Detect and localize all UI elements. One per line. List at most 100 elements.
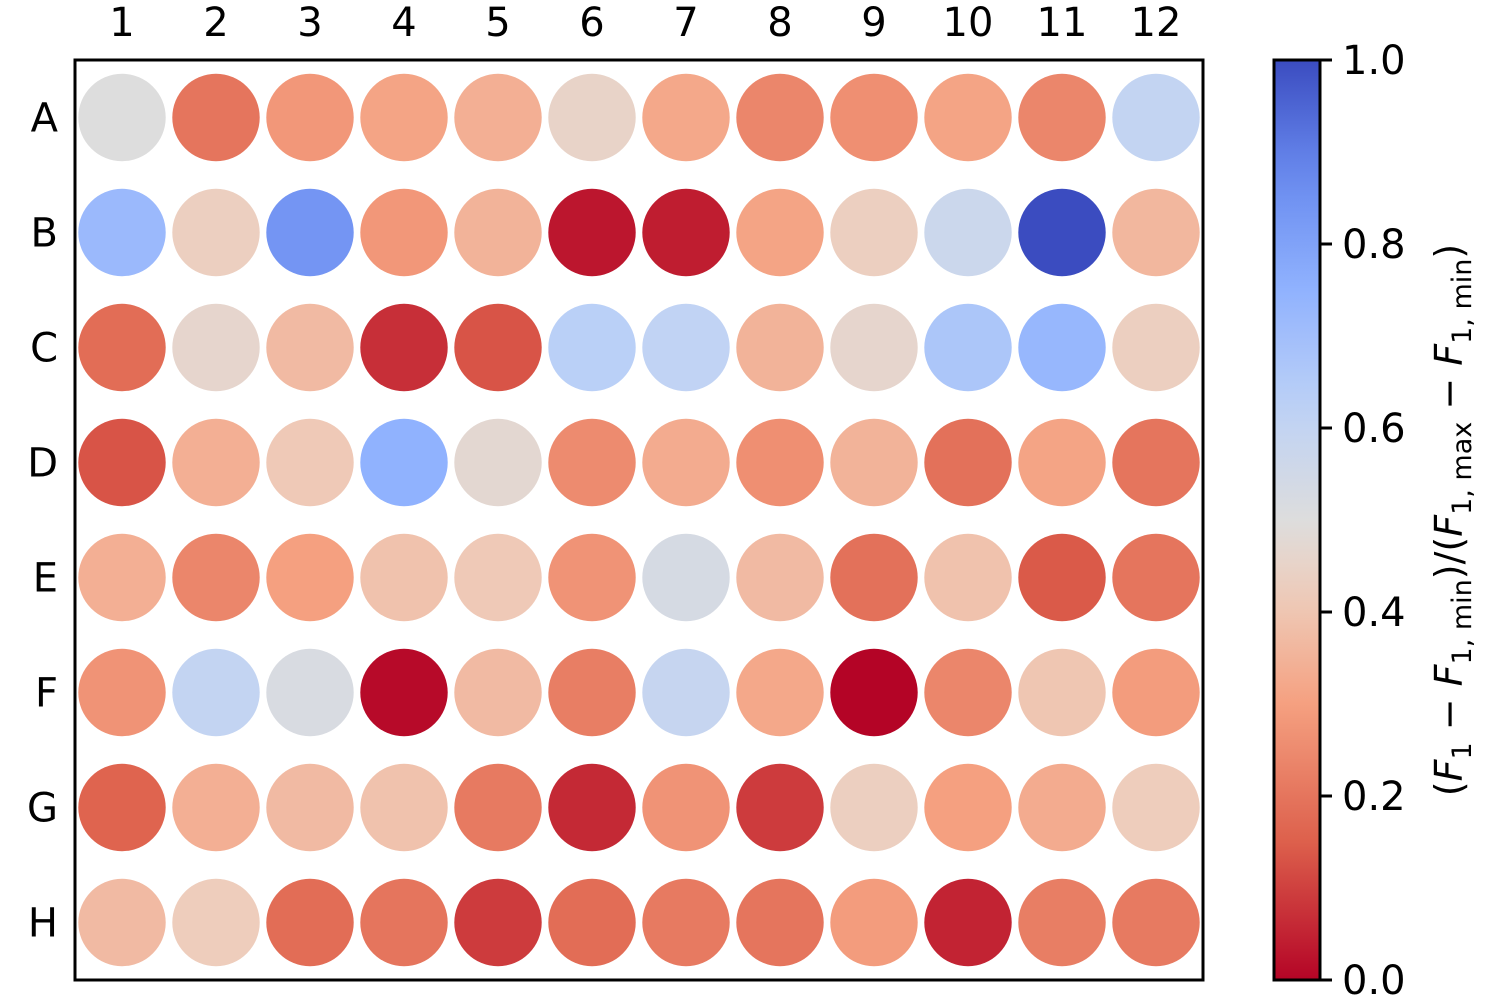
well-A7 <box>642 73 730 162</box>
well-B2 <box>172 188 260 277</box>
well-G12 <box>1112 763 1200 852</box>
well-G6 <box>548 763 636 852</box>
column-label-1: 1 <box>109 0 134 46</box>
colorbar <box>1274 60 1320 980</box>
well-E7 <box>642 533 730 622</box>
well-H12 <box>1112 878 1200 967</box>
well-D9 <box>830 418 918 507</box>
colorbar-label: (F1 − F1, min)/(F1, max − F1, min) <box>1427 244 1478 796</box>
column-label-3: 3 <box>297 0 322 46</box>
colorbar-tick-label: 0.6 <box>1342 406 1406 452</box>
well-D6 <box>548 418 636 507</box>
well-E3 <box>266 533 354 622</box>
column-tick-labels: 1 2 3 4 5 6 7 8 9 10 11 12 <box>109 0 1181 46</box>
well-H6 <box>548 878 636 967</box>
well-B11 <box>1018 188 1106 277</box>
well-F10 <box>924 648 1012 737</box>
well-G2 <box>172 763 260 852</box>
well-E2 <box>172 533 260 622</box>
colorbar-tick-label: 1.0 <box>1342 38 1406 84</box>
well-A10 <box>924 73 1012 162</box>
well-G5 <box>454 763 542 852</box>
well-F12 <box>1112 648 1200 737</box>
well-A3 <box>266 73 354 162</box>
well-D2 <box>172 418 260 507</box>
well-D8 <box>736 418 824 507</box>
well-B12 <box>1112 188 1200 277</box>
well-H7 <box>642 878 730 967</box>
well-F9 <box>830 648 918 737</box>
well-C9 <box>830 303 918 392</box>
well-D3 <box>266 418 354 507</box>
well-D11 <box>1018 418 1106 507</box>
column-label-10: 10 <box>943 0 994 46</box>
well-B1 <box>78 188 166 277</box>
well-B7 <box>642 188 730 277</box>
column-label-9: 9 <box>861 0 886 46</box>
well-C7 <box>642 303 730 392</box>
well-F8 <box>736 648 824 737</box>
well-F2 <box>172 648 260 737</box>
well-B8 <box>736 188 824 277</box>
row-label-G: G <box>27 786 58 832</box>
well-H11 <box>1018 878 1106 967</box>
well-F4 <box>360 648 448 737</box>
well-A9 <box>830 73 918 162</box>
colorbar-frame <box>1272 58 1322 982</box>
well-B9 <box>830 188 918 277</box>
row-tick-labels: A B C D E F G H <box>27 96 59 947</box>
well-E8 <box>736 533 824 622</box>
well-H9 <box>830 878 918 967</box>
row-label-C: C <box>30 326 58 372</box>
well-C3 <box>266 303 354 392</box>
well-E11 <box>1018 533 1106 622</box>
column-label-8: 8 <box>767 0 792 46</box>
well-A6 <box>548 73 636 162</box>
well-A8 <box>736 73 824 162</box>
colorbar-tick-label: 0.2 <box>1342 774 1406 820</box>
well-A11 <box>1018 73 1106 162</box>
column-label-11: 11 <box>1037 0 1088 46</box>
well-E5 <box>454 533 542 622</box>
colorbar-tick-label: 0.4 <box>1342 590 1406 636</box>
well-H5 <box>454 878 542 967</box>
column-label-7: 7 <box>673 0 698 46</box>
well-E6 <box>548 533 636 622</box>
well-G4 <box>360 763 448 852</box>
well-H4 <box>360 878 448 967</box>
colorbar-tick-label: 0.0 <box>1342 958 1406 1000</box>
well-F5 <box>454 648 542 737</box>
well-C5 <box>454 303 542 392</box>
well-G9 <box>830 763 918 852</box>
well-D10 <box>924 418 1012 507</box>
well-B5 <box>454 188 542 277</box>
well-B4 <box>360 188 448 277</box>
well-E4 <box>360 533 448 622</box>
well-G11 <box>1018 763 1106 852</box>
well-E12 <box>1112 533 1200 622</box>
column-label-5: 5 <box>485 0 510 46</box>
well-C11 <box>1018 303 1106 392</box>
well-A4 <box>360 73 448 162</box>
well-H2 <box>172 878 260 967</box>
colorbar-ticks: 0.0 0.2 0.4 0.6 0.8 1.0 <box>1320 38 1406 1000</box>
well-C2 <box>172 303 260 392</box>
well-G8 <box>736 763 824 852</box>
column-label-12: 12 <box>1131 0 1182 46</box>
well-grid <box>78 73 1200 967</box>
well-F7 <box>642 648 730 737</box>
well-D7 <box>642 418 730 507</box>
well-F11 <box>1018 648 1106 737</box>
row-label-D: D <box>27 441 58 487</box>
well-E10 <box>924 533 1012 622</box>
row-label-A: A <box>31 96 59 142</box>
well-E9 <box>830 533 918 622</box>
well-C1 <box>78 303 166 392</box>
well-D5 <box>454 418 542 507</box>
well-F1 <box>78 648 166 737</box>
well-F6 <box>548 648 636 737</box>
column-label-4: 4 <box>391 0 416 46</box>
well-G10 <box>924 763 1012 852</box>
well-A5 <box>454 73 542 162</box>
row-label-B: B <box>31 211 58 257</box>
